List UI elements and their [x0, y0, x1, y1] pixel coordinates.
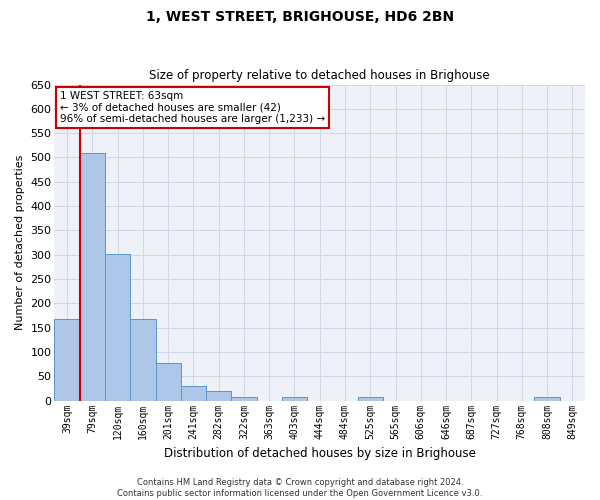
Bar	[358, 396, 383, 400]
Bar	[80, 152, 105, 400]
Bar	[282, 396, 307, 400]
Bar	[232, 397, 257, 400]
Bar	[155, 362, 181, 401]
Y-axis label: Number of detached properties: Number of detached properties	[15, 155, 25, 330]
Bar	[535, 397, 560, 400]
X-axis label: Distribution of detached houses by size in Brighouse: Distribution of detached houses by size …	[164, 447, 476, 460]
Title: Size of property relative to detached houses in Brighouse: Size of property relative to detached ho…	[149, 69, 490, 82]
Bar	[130, 319, 155, 400]
Bar	[181, 386, 206, 400]
Bar	[206, 391, 232, 400]
Bar	[105, 254, 130, 400]
Text: 1, WEST STREET, BRIGHOUSE, HD6 2BN: 1, WEST STREET, BRIGHOUSE, HD6 2BN	[146, 10, 454, 24]
Bar	[55, 319, 80, 400]
Text: Contains HM Land Registry data © Crown copyright and database right 2024.
Contai: Contains HM Land Registry data © Crown c…	[118, 478, 482, 498]
Text: 1 WEST STREET: 63sqm
← 3% of detached houses are smaller (42)
96% of semi-detach: 1 WEST STREET: 63sqm ← 3% of detached ho…	[60, 91, 325, 124]
